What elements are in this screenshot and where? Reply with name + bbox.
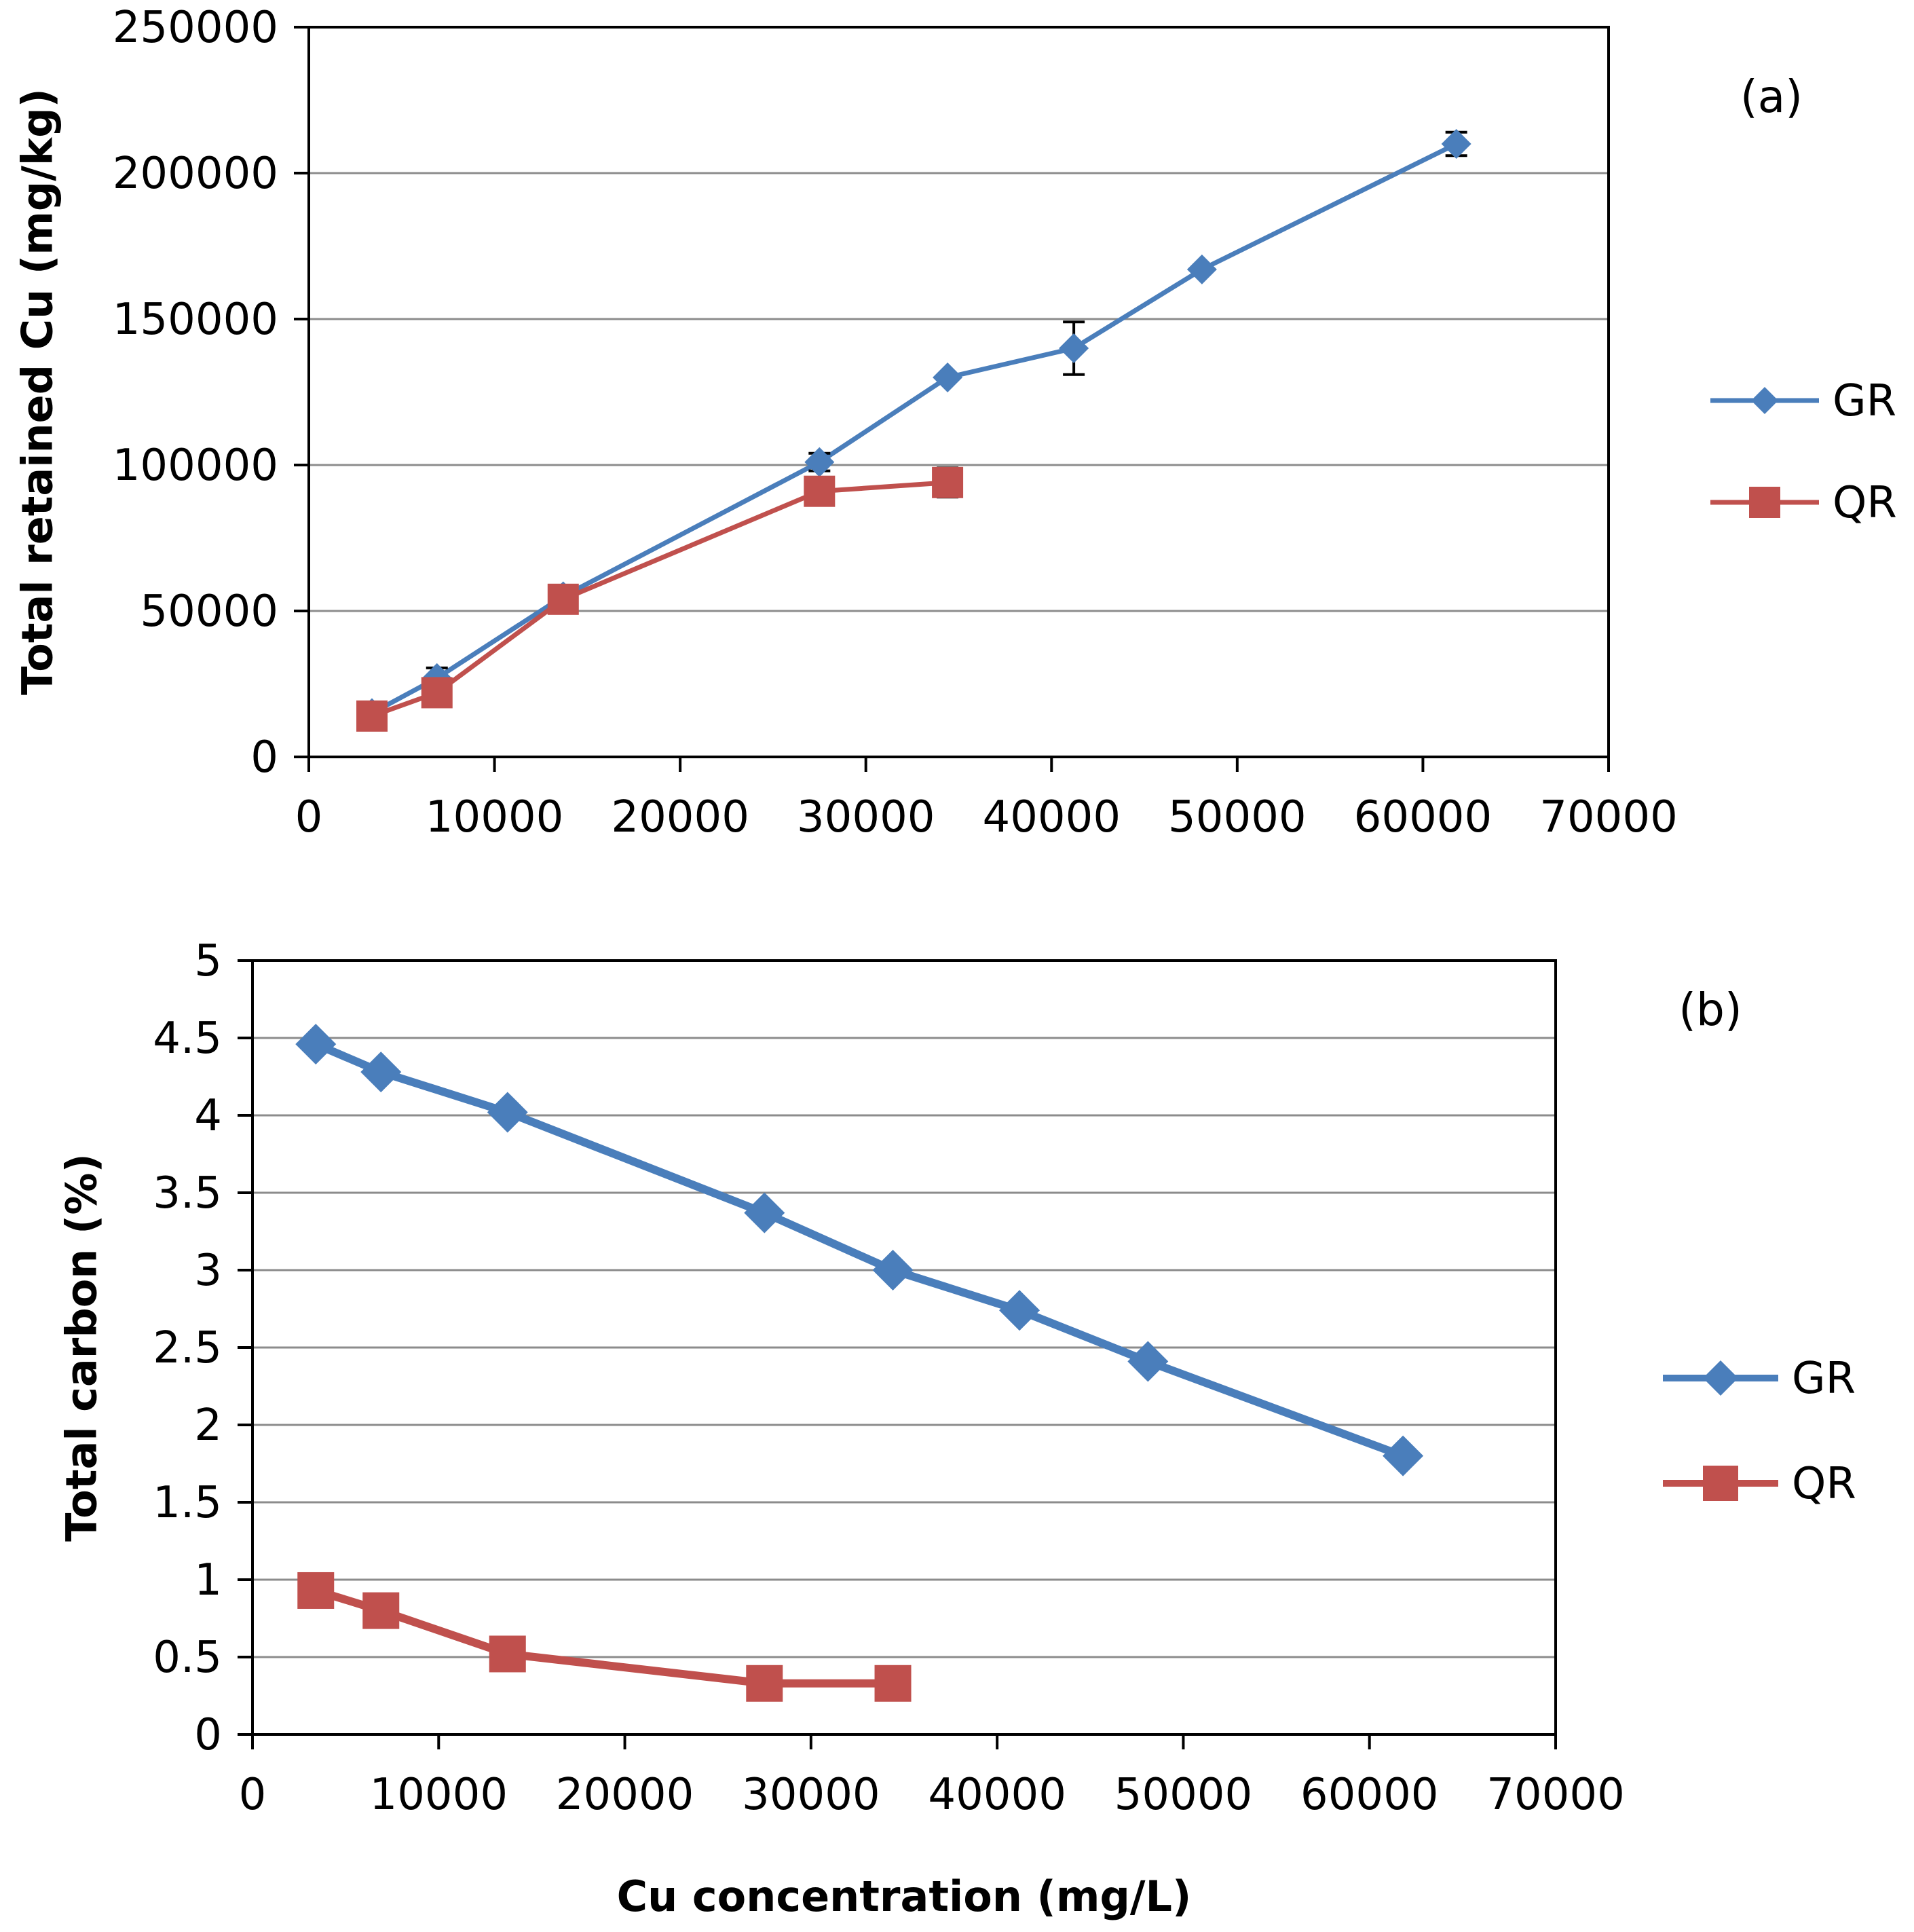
y-axis-title: Total carbon (%) [57,1153,107,1542]
legend-entry-gr: GR [1663,1354,1856,1404]
legend-marker [1751,387,1778,414]
data-point-qr [547,583,579,615]
y-tick-label: 1 [194,1555,222,1605]
data-point-qr [356,700,388,732]
data-point-qr [362,1592,400,1629]
x-tick-label: 0 [295,792,323,842]
x-tick-label: 70000 [1486,1770,1625,1820]
legend-label: GR [1833,376,1896,426]
y-tick-label: 2 [194,1400,222,1451]
x-tick-label: 20000 [611,792,749,842]
y-tick-label: 50000 [140,587,278,637]
x-tick-label: 20000 [556,1770,694,1820]
data-point-gr [744,1192,785,1233]
x-tick-label: 50000 [1168,792,1307,842]
data-point-gr [933,363,963,392]
data-point-gr [872,1250,914,1290]
legend-entry-qr: QR [1710,478,1897,528]
data-point-qr [804,475,836,507]
data-point-qr [297,1572,335,1609]
data-point-qr [489,1635,526,1673]
panel-label: (a) [1740,71,1803,123]
y-tick-label: 3 [194,1246,222,1296]
x-tick-label: 30000 [797,792,935,842]
y-tick-label: 0 [194,1710,222,1760]
y-axis-title: Total retained Cu (mg/kg) [13,88,62,695]
x-tick-label: 40000 [928,1770,1066,1820]
data-point-gr [295,1024,337,1065]
chart-a: 0 50000 100000 150000 200000 250000 0 10000 2000… [13,3,1897,842]
y-tick-label: 100000 [113,441,278,491]
series-line-gr [371,141,1458,716]
x-tick-label: 0 [239,1770,267,1820]
series-qr [297,1572,912,1702]
x-axis-title: Cu concentration (mg/L) [617,1872,1192,1921]
y-tick-label: 2.5 [153,1323,222,1373]
y-tick-label: 4 [194,1091,222,1141]
data-point-gr [1186,254,1217,284]
x-tick-label: 60000 [1300,1770,1439,1820]
y-tick-label: 150000 [113,295,278,345]
x-tick-label: 50000 [1114,1770,1253,1820]
series-gr [295,1024,1424,1476]
data-point-gr [1441,129,1471,159]
series-line-qr [314,1586,893,1688]
y-tick-label: 1.5 [153,1478,222,1528]
y-tick-label: 3.5 [153,1168,222,1219]
x-tick-label: 60000 [1354,792,1493,842]
data-point-gr [1127,1341,1169,1382]
data-point-gr [487,1092,528,1133]
legend-label: QR [1792,1459,1856,1509]
y-tick-label: 0.5 [153,1633,222,1683]
x-tick-label: 30000 [742,1770,880,1820]
legend-entry-gr: GR [1710,376,1896,426]
data-point-gr [804,447,835,477]
legend-label: QR [1833,478,1897,528]
series-line-gr [314,1040,1405,1460]
legend-entry-qr: QR [1663,1459,1856,1509]
data-point-gr [360,1052,402,1093]
legend-marker [1703,1466,1738,1501]
data-point-gr [1383,1435,1424,1476]
chart-b: 0 0.5 1 1.5 2 2.5 3 3.5 4 4.5 5 0 10000 20000 30000 400… [57,936,1856,1921]
y-tick-label: 200000 [113,149,278,199]
data-point-qr [421,677,453,709]
series-qr [356,466,964,732]
x-tick-label: 10000 [426,792,564,842]
legend-label: GR [1792,1354,1856,1404]
data-point-qr [932,466,964,498]
x-tick-label: 10000 [369,1770,508,1820]
series-gr [357,129,1471,728]
legend-marker [1703,1360,1738,1396]
plot-area [307,26,1610,758]
y-tick-label: 250000 [113,3,278,53]
y-tick-label: 4.5 [153,1014,222,1064]
x-tick-label: 40000 [982,792,1121,842]
y-tick-label: 5 [194,936,222,986]
x-tick-label: 70000 [1539,792,1678,842]
data-point-qr [746,1665,783,1702]
data-point-gr [1059,333,1089,363]
data-point-gr [999,1290,1040,1331]
series-line-qr [371,480,948,719]
y-tick-label: 0 [250,732,278,783]
panel-label: (b) [1678,984,1742,1036]
data-point-qr [874,1665,912,1702]
legend-marker [1749,487,1780,518]
